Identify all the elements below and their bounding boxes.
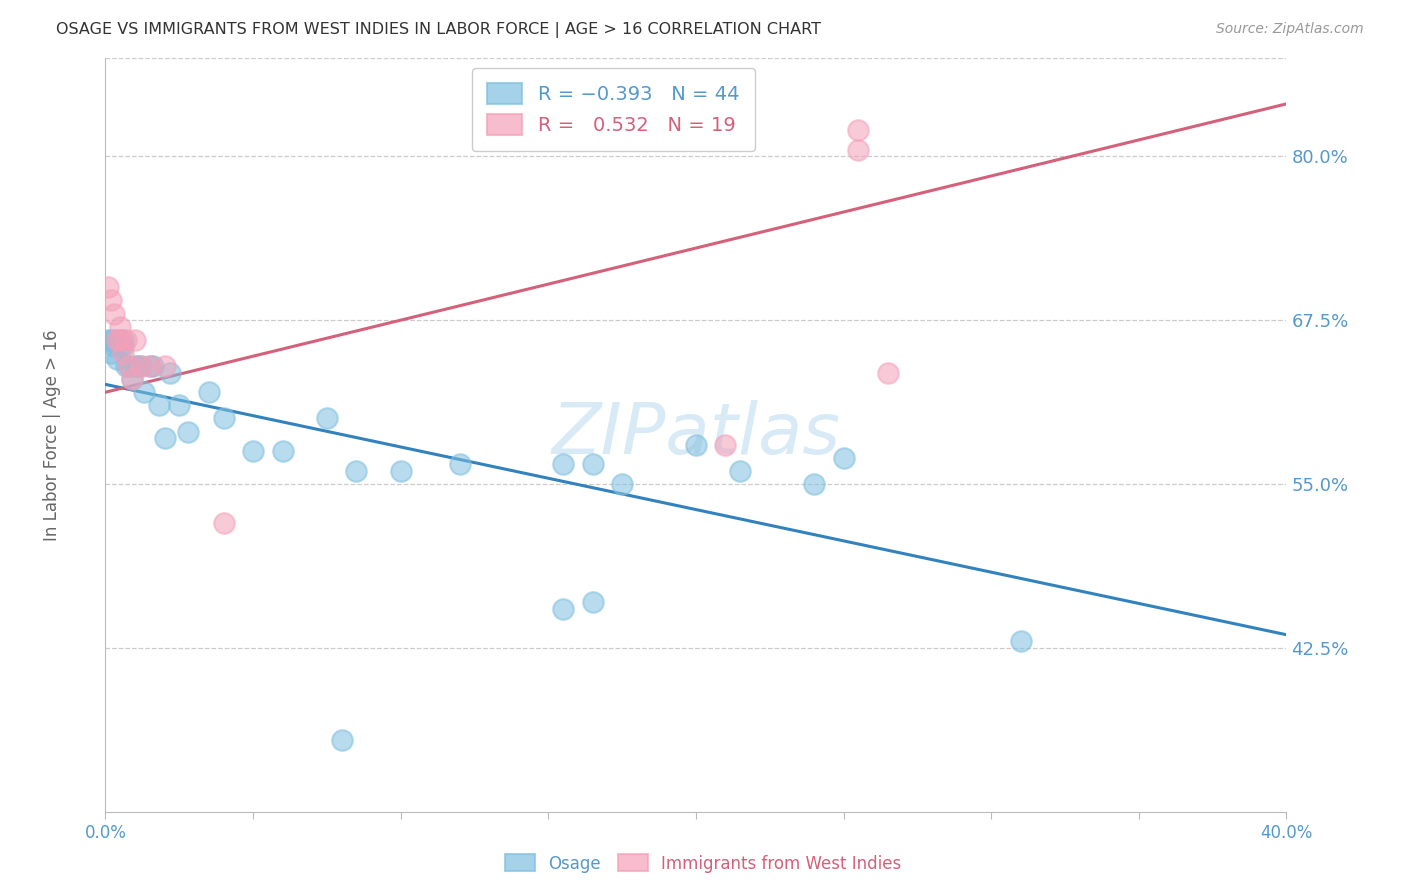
Point xyxy=(212,516,235,531)
Text: ZIPatlas: ZIPatlas xyxy=(551,401,841,469)
Point xyxy=(138,359,162,373)
Point xyxy=(138,359,162,373)
Point xyxy=(115,359,138,373)
Point xyxy=(129,359,152,373)
Point xyxy=(581,458,603,472)
Point xyxy=(127,359,149,373)
Point xyxy=(197,385,219,400)
Point xyxy=(105,352,128,367)
Point xyxy=(105,333,128,347)
Point xyxy=(97,333,120,347)
Point xyxy=(714,438,737,452)
Point xyxy=(110,333,132,347)
Point xyxy=(177,425,200,439)
Legend: Osage, Immigrants from West Indies: Osage, Immigrants from West Indies xyxy=(498,847,908,880)
Point xyxy=(142,359,165,373)
Point xyxy=(846,123,869,137)
Point xyxy=(124,333,146,347)
Point xyxy=(212,411,235,425)
Point xyxy=(129,359,152,373)
Point xyxy=(110,333,132,347)
Point xyxy=(832,450,855,465)
Point xyxy=(124,359,146,373)
Point xyxy=(685,438,707,452)
Point xyxy=(551,458,574,472)
Point xyxy=(97,280,120,294)
Point xyxy=(112,339,135,353)
Point xyxy=(159,366,181,380)
Legend: R = −0.393   N = 44, R =   0.532   N = 19: R = −0.393 N = 44, R = 0.532 N = 19 xyxy=(472,68,755,151)
Point xyxy=(115,333,138,347)
Point xyxy=(346,464,368,478)
Point xyxy=(153,431,176,445)
Point xyxy=(118,359,141,373)
Point xyxy=(803,477,825,491)
Point xyxy=(846,143,869,157)
Point xyxy=(449,458,471,472)
Point xyxy=(112,346,135,360)
Point xyxy=(103,333,125,347)
Point xyxy=(271,444,294,458)
Point xyxy=(153,359,176,373)
Point xyxy=(610,477,633,491)
Point xyxy=(121,372,143,386)
Text: In Labor Force | Age > 16: In Labor Force | Age > 16 xyxy=(44,329,62,541)
Point xyxy=(148,398,170,412)
Point xyxy=(105,335,128,350)
Point xyxy=(118,359,141,373)
Point xyxy=(132,385,155,400)
Point xyxy=(112,333,135,347)
Point xyxy=(110,319,132,334)
Point xyxy=(728,464,751,478)
Text: Source: ZipAtlas.com: Source: ZipAtlas.com xyxy=(1216,22,1364,37)
Text: OSAGE VS IMMIGRANTS FROM WEST INDIES IN LABOR FORCE | AGE > 16 CORRELATION CHART: OSAGE VS IMMIGRANTS FROM WEST INDIES IN … xyxy=(56,22,821,38)
Point xyxy=(110,339,132,353)
Point xyxy=(103,339,125,353)
Point xyxy=(315,411,337,425)
Point xyxy=(100,346,122,360)
Point xyxy=(1010,634,1032,648)
Point xyxy=(121,372,143,386)
Point xyxy=(877,366,900,380)
Point xyxy=(330,732,353,747)
Point xyxy=(389,464,412,478)
Point xyxy=(242,444,264,458)
Point xyxy=(100,333,122,347)
Point xyxy=(103,307,125,321)
Point xyxy=(551,601,574,615)
Point xyxy=(100,293,122,308)
Point xyxy=(169,398,191,412)
Point xyxy=(581,595,603,609)
